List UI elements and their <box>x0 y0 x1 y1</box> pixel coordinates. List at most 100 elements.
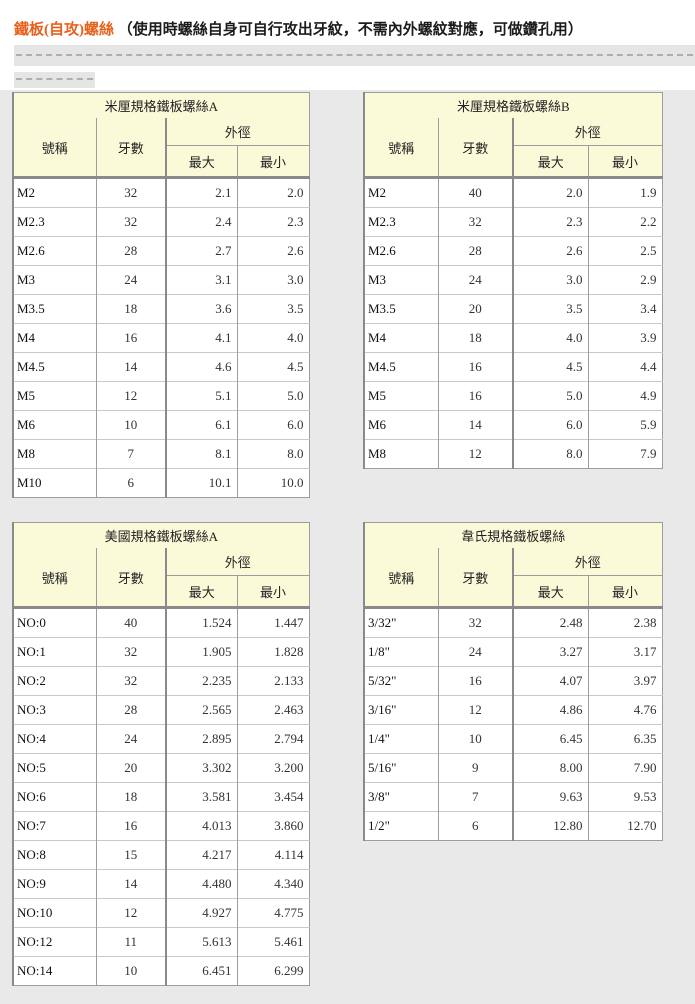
page-title-note: （使用時螺絲自身可自行攻出牙紋，不需內外螺紋對應，可做鑽孔用） <box>117 22 583 38</box>
cell-min: 3.5 <box>237 294 310 324</box>
divider-bar-full <box>14 45 695 66</box>
cell-max: 5.1 <box>166 381 238 411</box>
cell-name: M4 <box>364 323 439 353</box>
cell-min: 6.35 <box>588 724 663 754</box>
cell-threads: 32 <box>96 637 167 667</box>
cell-threads: 16 <box>96 323 167 353</box>
table-title-row: 米厘規格鐵板螺絲A <box>13 92 310 118</box>
table-row: M2.3 32 2.3 2.2 <box>364 207 663 237</box>
cell-threads: 10 <box>438 724 514 754</box>
table-metric-a-wrap: 米厘規格鐵板螺絲A 號稱 牙數 外徑 最大 最小 M2 32 2.1 2.0 M2.3 32 2.4 2.… <box>12 92 310 498</box>
cell-min: 2.133 <box>237 666 310 696</box>
cell-name: M3 <box>364 265 439 295</box>
cell-name: M5 <box>13 381 97 411</box>
cell-min: 7.90 <box>588 753 663 783</box>
cell-max: 6.0 <box>513 410 589 440</box>
cell-max: 3.27 <box>513 637 589 667</box>
col-header-threads: 牙數 <box>96 548 167 608</box>
cell-max: 3.0 <box>513 265 589 295</box>
table-row: NO:9 14 4.480 4.340 <box>13 869 310 899</box>
cell-max: 8.0 <box>513 439 589 469</box>
cell-name: M2.3 <box>364 207 439 237</box>
cell-threads: 16 <box>96 811 167 841</box>
cell-threads: 14 <box>96 869 167 899</box>
cell-name: 1/4" <box>364 724 439 754</box>
col-header-name: 號稱 <box>364 118 439 178</box>
cell-name: NO:12 <box>13 927 97 957</box>
col-header-outer-diameter: 外徑 <box>513 548 663 576</box>
cell-min: 2.463 <box>237 695 310 725</box>
col-header-min: 最小 <box>588 145 663 178</box>
table-title-row: 韋氏規格鐵板螺絲 <box>364 522 663 548</box>
cell-min: 2.9 <box>588 265 663 295</box>
cell-threads: 9 <box>438 753 514 783</box>
table-subheader-row: 最大 最小 <box>13 575 310 608</box>
cell-max: 2.565 <box>166 695 238 725</box>
col-header-max: 最大 <box>166 145 238 178</box>
cell-name: NO:7 <box>13 811 97 841</box>
cell-max: 1.905 <box>166 637 238 667</box>
cell-max: 2.235 <box>166 666 238 696</box>
table-header: 韋氏規格鐵板螺絲 號稱 牙數 外徑 最大 最小 <box>364 522 663 608</box>
cell-min: 8.0 <box>237 439 310 469</box>
page-title-main: 鐵板(自攻)螺絲 <box>14 22 114 38</box>
table-row: 3/32" 32 2.48 2.38 <box>364 607 662 638</box>
table-title-row: 美國規格鐵板螺絲A <box>13 522 310 548</box>
table-row: 1/8" 24 3.27 3.17 <box>364 637 663 667</box>
cell-min: 1.447 <box>274 615 304 630</box>
cell-threads: 32 <box>96 666 167 696</box>
cell-threads: 20 <box>438 294 514 324</box>
cell-threads: 28 <box>96 236 167 266</box>
cell-max: 2.1 <box>166 177 238 208</box>
cell-name: NO:4 <box>13 724 97 754</box>
cell-max: 3.1 <box>166 265 238 295</box>
cell-min: 4.0 <box>237 323 310 353</box>
cell-threads: 6 <box>96 468 167 498</box>
cell-threads: 18 <box>96 782 167 812</box>
col-header-min: 最小 <box>237 575 310 608</box>
table-row: M2.6 28 2.6 2.5 <box>364 236 663 266</box>
cell-name: NO:5 <box>13 753 97 783</box>
cell-max: 12.80 <box>513 811 589 841</box>
col-header-outer-diameter: 外徑 <box>166 548 310 576</box>
table-row: M5 12 5.1 5.0 <box>13 381 310 411</box>
cell-threads: 40 <box>96 607 167 638</box>
cell-max: 2.3 <box>513 207 589 237</box>
col-header-threads: 牙數 <box>438 118 514 178</box>
cell-min: 5.461 <box>237 927 310 957</box>
table-row: NO:7 16 4.013 3.860 <box>13 811 310 841</box>
table-row: NO:2 32 2.235 2.133 <box>13 666 310 696</box>
cell-max: 4.1 <box>166 323 238 353</box>
cell-threads: 32 <box>96 177 167 208</box>
table-header-row: 號稱 牙數 外徑 <box>364 118 663 178</box>
spec-table-metric-a: 米厘規格鐵板螺絲A 號稱 牙數 外徑 最大 最小 M2 32 2.1 2.0 M2.3 32 2.4 2.… <box>12 92 310 498</box>
cell-min: 3.860 <box>237 811 310 841</box>
cell-threads: 40 <box>438 177 514 208</box>
cell-threads: 18 <box>438 323 514 353</box>
cell-threads: 6 <box>438 811 514 841</box>
cell-min: 4.4 <box>588 352 663 382</box>
cell-min: 4.76 <box>588 695 663 725</box>
table-body: M2 32 2.1 2.0 M2.3 32 2.4 2.3 M2.6 28 2.7 2.6 M3 24 3.… <box>13 177 310 498</box>
cell-name: M2 <box>364 177 439 208</box>
col-header-min: 最小 <box>237 145 310 178</box>
cell-name: NO:14 <box>13 956 97 986</box>
cell-max: 4.927 <box>166 898 238 928</box>
tables-area: 米厘規格鐵板螺絲A 號稱 牙數 外徑 最大 最小 M2 32 2.1 2.0 M2.3 32 2.4 2.… <box>0 90 695 1004</box>
cell-name: M3 <box>13 265 97 295</box>
cell-max: 4.6 <box>166 352 238 382</box>
cell-max: 8.1 <box>166 439 238 469</box>
cell-threads: 7 <box>438 782 514 812</box>
cell-min: 5.0 <box>237 381 310 411</box>
cell-name: NO:8 <box>13 840 97 870</box>
col-header-threads: 牙數 <box>438 548 514 608</box>
cell-max: 4.5 <box>513 352 589 382</box>
table-whitworth-wrap: 韋氏規格鐵板螺絲 號稱 牙數 外徑 最大 最小 3/32" 32 2.48 2.38 1/8" 24 3… <box>363 522 663 841</box>
table-subheader-row: 最大 最小 <box>364 145 663 178</box>
table-row: M8 7 8.1 8.0 <box>13 439 310 469</box>
table-title: 美國規格鐵板螺絲A <box>13 522 310 548</box>
table-row: NO:0 40 1.524 1.447 <box>13 607 309 638</box>
cell-name: 3/32" <box>364 607 439 638</box>
cell-threads: 16 <box>438 381 514 411</box>
cell-max: 4.013 <box>166 811 238 841</box>
